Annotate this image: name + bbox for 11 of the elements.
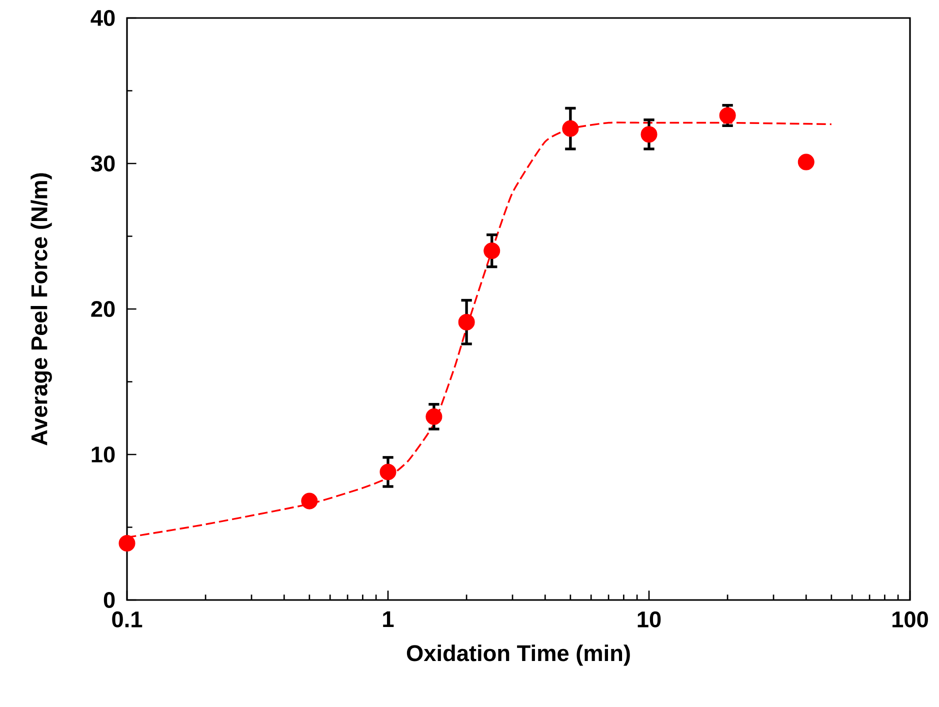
y-tick-label: 20 <box>91 300 115 318</box>
y-tick-label: 30 <box>90 155 115 172</box>
y-axis-title: Average Peel Force (N/m) <box>30 173 52 446</box>
x-tick-label: 1 <box>383 611 394 627</box>
x-tick-label: 10 <box>638 611 661 628</box>
x-axis-title: Oxidation Time (min) <box>406 644 630 666</box>
y-tick-label: 40 <box>90 10 115 26</box>
x-tick-label: 100 <box>892 611 928 628</box>
y-tick-label: 10 <box>92 446 115 463</box>
y-tick-label: 0 <box>104 592 115 608</box>
x-tick-label: 0.1 <box>112 611 142 628</box>
